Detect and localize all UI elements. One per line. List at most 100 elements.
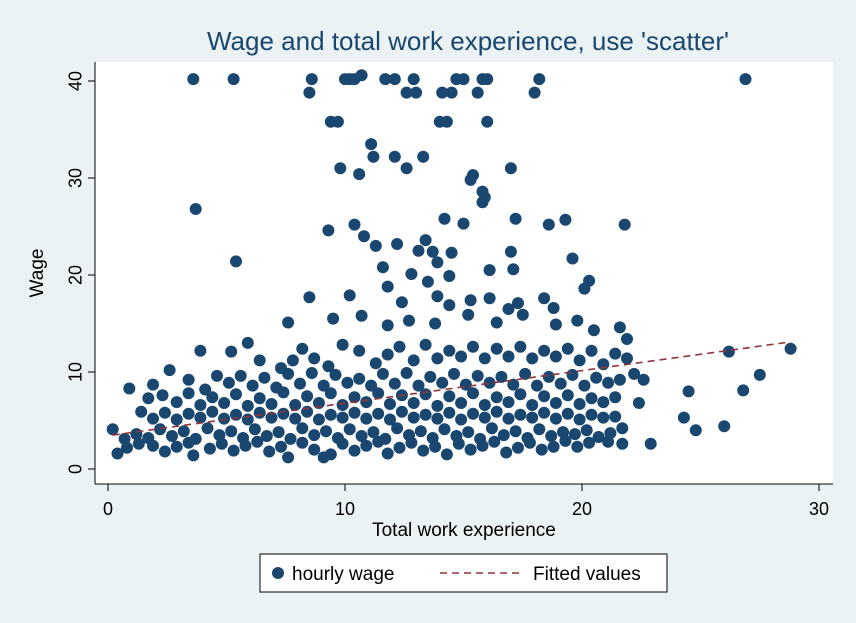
- scatter-point: [535, 443, 548, 456]
- scatter-point: [334, 162, 347, 175]
- scatter-point: [514, 408, 527, 421]
- scatter-point: [419, 408, 432, 421]
- x-tick-label: 0: [103, 499, 113, 519]
- scatter-point: [507, 378, 520, 391]
- scatter-point: [519, 367, 532, 380]
- scatter-point: [573, 354, 586, 367]
- scatter-point: [602, 376, 615, 389]
- scatter-point: [305, 367, 318, 379]
- scatter-point: [265, 411, 278, 424]
- scatter-point: [303, 291, 316, 304]
- scatter-point: [403, 314, 415, 327]
- legend: hourly wage Fitted values: [259, 553, 668, 593]
- scatter-point: [426, 245, 439, 258]
- scatter-point: [222, 376, 235, 389]
- x-tick-label: 10: [335, 499, 355, 519]
- scatter-point: [597, 411, 610, 424]
- scatter-point: [438, 212, 451, 225]
- scatter-point: [230, 408, 242, 421]
- scatter-point: [111, 447, 124, 460]
- scatter-point: [737, 384, 750, 397]
- scatter-point: [509, 212, 522, 225]
- scatter-point: [526, 399, 539, 411]
- scatter-point: [400, 86, 413, 99]
- scatter-point: [616, 422, 629, 435]
- scatter-point: [296, 436, 309, 449]
- scatter-point: [412, 379, 425, 392]
- scatter-point: [571, 314, 584, 327]
- scatter-point: [580, 424, 593, 437]
- scatter-point: [568, 428, 581, 441]
- scatter-point: [251, 435, 264, 448]
- scatter-point: [355, 69, 368, 82]
- scatter-point: [526, 411, 539, 424]
- scatter-point: [512, 441, 524, 454]
- scatter-point: [203, 442, 216, 455]
- scatter-point: [573, 398, 586, 410]
- scatter-point: [784, 342, 797, 355]
- scatter-point: [538, 344, 551, 357]
- scatter-point: [147, 439, 159, 452]
- scatter-point: [381, 319, 394, 332]
- scatter-point: [358, 230, 370, 243]
- scatter-point: [189, 203, 202, 215]
- scatter-point: [438, 423, 451, 436]
- scatter-point: [440, 448, 453, 461]
- scatter-point: [296, 342, 309, 355]
- y-axis-title: Wage: [27, 249, 48, 298]
- scatter-point: [644, 437, 657, 450]
- scatter-point: [163, 364, 176, 377]
- scatter-point: [400, 367, 413, 379]
- scatter-point: [516, 308, 529, 321]
- scatter-point: [194, 411, 207, 424]
- scatter-point: [135, 405, 148, 418]
- scatter-point: [303, 86, 316, 99]
- scatter-point: [514, 388, 527, 401]
- scatter-point: [348, 218, 361, 231]
- scatter-point: [478, 352, 491, 365]
- scatter-point: [573, 413, 586, 426]
- scatter-point: [414, 425, 427, 438]
- scatter-point: [478, 399, 491, 411]
- scatter-point: [215, 437, 228, 450]
- scatter-point: [282, 451, 295, 464]
- scatter-point: [239, 439, 252, 452]
- scatter-point: [218, 412, 231, 425]
- scatter-point: [583, 436, 596, 449]
- axes: [94, 62, 833, 485]
- scatter-point: [585, 408, 598, 421]
- scatter-point: [187, 449, 200, 462]
- scatter-point: [166, 430, 178, 442]
- scatter-point: [628, 367, 641, 380]
- scatter-point: [320, 425, 332, 438]
- scatter-point: [369, 239, 382, 252]
- scatter-point: [177, 425, 190, 438]
- fitted-line-layer: [112, 341, 791, 436]
- scatter-point: [455, 413, 468, 426]
- scatter-point: [585, 344, 598, 357]
- scatter-point: [559, 434, 572, 447]
- scatter-point: [343, 289, 356, 302]
- scatter-point: [379, 73, 392, 86]
- scatter-point: [549, 397, 562, 409]
- scatter-point: [348, 391, 361, 404]
- scatter-points: [106, 69, 797, 464]
- scatter-point: [464, 294, 477, 307]
- scatter-point: [542, 370, 555, 383]
- scatter-point: [308, 352, 321, 365]
- scatter-point: [533, 73, 546, 86]
- scatter-point: [253, 354, 266, 367]
- scatter-point: [381, 348, 394, 361]
- scatter-point: [372, 387, 385, 400]
- scatter-point: [412, 244, 425, 257]
- scatter-point: [336, 437, 349, 450]
- scatter-point: [526, 352, 539, 365]
- scatter-point: [367, 426, 380, 439]
- scatter-point: [388, 377, 401, 390]
- scatter-point: [467, 387, 479, 400]
- scatter-point: [443, 406, 456, 419]
- scatter-point: [429, 317, 442, 330]
- scatter-point: [182, 436, 195, 449]
- scatter-point: [481, 115, 494, 128]
- scatter-point: [360, 439, 373, 452]
